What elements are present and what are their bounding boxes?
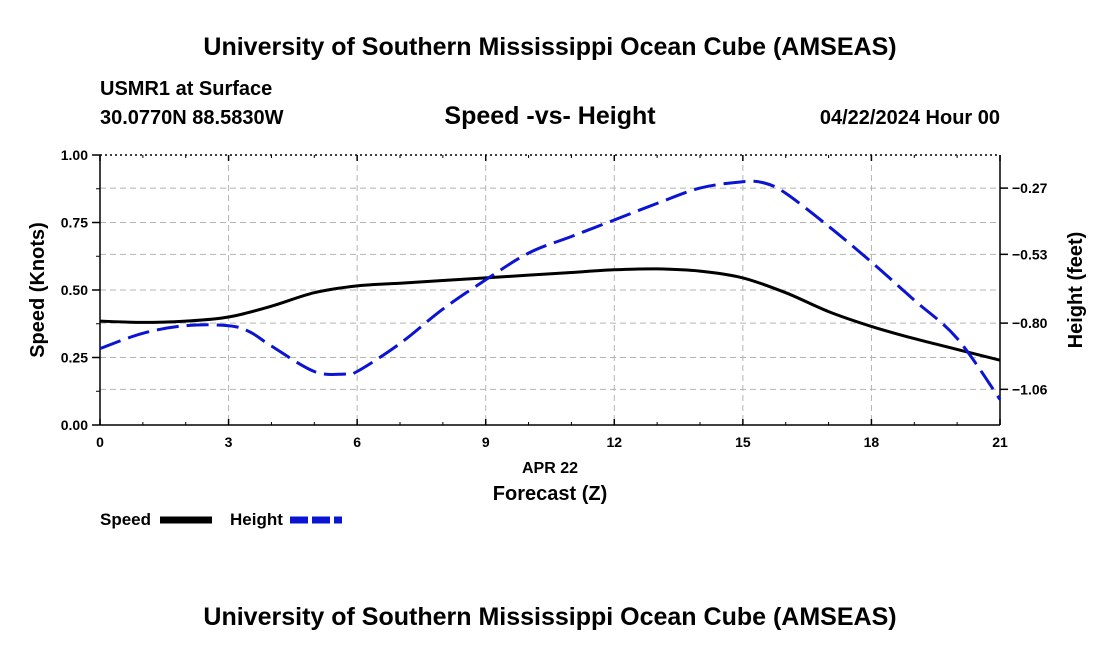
y-axis-right-label: Height (feet): [1065, 232, 1087, 349]
coordinates-label: 30.0770N 88.5830W: [100, 107, 284, 129]
x-tick-label: 9: [482, 434, 490, 450]
date-label: 04/22/2024 Hour 00: [820, 107, 1000, 129]
x-tick-label: 15: [735, 434, 751, 450]
x-axis-label: Forecast (Z): [493, 483, 607, 505]
station-label: USMR1 at Surface: [100, 78, 272, 100]
plot-area: 0 3 6 9 12 15 18 21 0.00 0.25 0.50 0.75 1.00 −1.06 −0.…: [61, 147, 1048, 450]
x-tick-label: 6: [353, 434, 361, 450]
legend-height-label: Height: [230, 510, 283, 529]
main-title: University of Southern Mississippi Ocean…: [203, 33, 896, 61]
y-left-tick-label: 1.00: [61, 147, 88, 163]
y-axis-left-label: Speed (Knots): [27, 222, 49, 358]
y-right-tick-label: −0.53: [1012, 246, 1048, 262]
series-line-height: [99, 179, 1002, 401]
x-tick-label: 3: [225, 434, 233, 450]
x-tick-label: 12: [606, 434, 622, 450]
y-left-tick-label: 0.50: [61, 282, 88, 298]
x-tick-label: 21: [992, 434, 1008, 450]
x-tick-label: 18: [864, 434, 880, 450]
x-tick-label: 0: [96, 434, 104, 450]
legend-speed-label: Speed: [100, 510, 151, 529]
chart-title: Speed -vs- Height: [444, 102, 656, 130]
y-left-tick-label: 0.25: [61, 350, 88, 366]
legend: Speed Height: [100, 510, 342, 529]
footer-title: University of Southern Mississippi Ocean…: [203, 603, 896, 631]
y-left-tick-label: 0.75: [61, 215, 88, 231]
y-right-tick-label: −1.06: [1012, 381, 1048, 397]
y-right-tick-label: −0.80: [1012, 315, 1048, 331]
series-line-speed: [99, 267, 1001, 362]
y-right-tick-label: −0.27: [1012, 180, 1048, 196]
x-axis-date-label: APR 22: [522, 460, 578, 477]
y-left-tick-label: 0.00: [61, 417, 88, 433]
